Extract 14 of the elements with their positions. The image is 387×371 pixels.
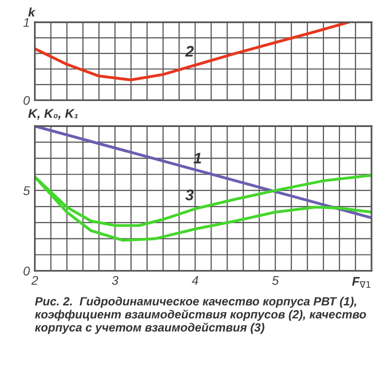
x-tick-label: 3 [112,276,118,285]
y-axis-title: K, K₀, K₁ [28,109,78,120]
y-tick-label: 0 [24,96,30,105]
x-tick-label: 5 [272,276,279,285]
y-tick-label: 1 [23,18,29,27]
x-tick-label: 4 [192,276,198,285]
text: Рис. 2. Гидродинамическое качество корпуса РВТ (1), коэффициент взаимодействия корпусов (2), качество корпуса с учетом взаимодействия (3) [35,296,366,334]
x-axis-title: F$_{∇1}$ [352,277,370,288]
line-series [34,22,350,82]
series-label: 3 [185,190,194,200]
x-tick-label: 2 [31,276,38,285]
y-tick-label: 5 [23,186,30,196]
y-axis-title: k [28,7,36,17]
y-tick-label: 0 [24,266,30,276]
